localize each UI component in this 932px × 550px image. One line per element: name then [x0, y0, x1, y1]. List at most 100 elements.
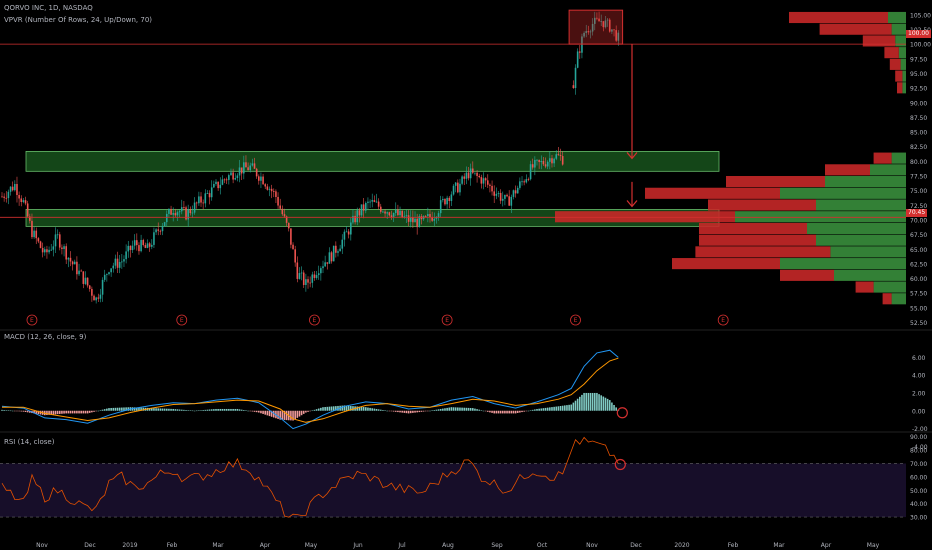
candle-body: [484, 178, 487, 181]
time-tick-label: 2020: [674, 542, 689, 549]
rsi-tick-label: 70.00: [910, 461, 927, 468]
candle-body: [386, 212, 388, 214]
macd-histogram-bar: [29, 410, 31, 413]
macd-histogram-bar: [61, 410, 63, 414]
candle-body: [437, 213, 440, 218]
macd-histogram-bar: [315, 409, 318, 411]
price-tick-label: 65.00: [910, 247, 927, 254]
price-tick-label: 57.50: [910, 291, 927, 298]
candle-body: [41, 247, 44, 253]
candle-body: [106, 274, 108, 275]
macd-histogram-bar: [362, 407, 365, 411]
candle-body: [324, 262, 326, 267]
candle-body: [467, 172, 470, 179]
macd-histogram-bar: [157, 408, 160, 411]
vp-down-bar: [708, 199, 816, 211]
earnings-marker: [441, 314, 453, 326]
macd-histogram-bar: [18, 410, 20, 412]
macd-histogram-bar: [258, 410, 260, 413]
candle-body: [356, 210, 359, 223]
candle-body: [454, 182, 457, 186]
vp-up-bar: [898, 47, 906, 59]
macd-histogram-bar: [243, 410, 245, 411]
candle-body: [591, 23, 594, 32]
candle-body: [418, 216, 421, 228]
vp-up-bar: [825, 176, 906, 188]
candle-body: [67, 257, 70, 260]
macd-histogram-bar: [88, 410, 91, 413]
candle-body: [213, 184, 215, 188]
macd-histogram-bar: [478, 409, 481, 411]
candle-body: [73, 261, 76, 265]
macd-histogram-bar: [392, 410, 395, 412]
macd-histogram-bar: [476, 409, 478, 411]
candle-body: [176, 212, 179, 216]
candle-body: [266, 186, 269, 190]
candle-body: [225, 179, 228, 181]
candle-body: [86, 277, 89, 286]
candle-body: [300, 272, 303, 274]
candle-body: [345, 231, 348, 233]
macd-histogram-bar: [206, 409, 209, 411]
macd-histogram-bar: [330, 406, 333, 411]
candle-body: [138, 245, 140, 252]
macd-histogram-bar: [564, 405, 566, 411]
candle-body: [215, 181, 217, 185]
candle-body: [97, 297, 100, 299]
macd-histogram-bar: [606, 398, 609, 411]
candle-body: [52, 246, 55, 250]
macd-histogram-bar: [35, 410, 38, 414]
macd-histogram-bar: [463, 407, 466, 411]
candle-body: [146, 243, 149, 248]
arrow-head: [626, 152, 638, 160]
macd-histogram-bar: [525, 410, 528, 412]
vp-down-bar: [645, 187, 780, 199]
candle-body: [596, 17, 598, 19]
macd-histogram-bar: [373, 408, 376, 411]
price-tick-label: 72.50: [910, 203, 927, 210]
candle-body: [401, 210, 403, 218]
vp-up-bar: [807, 222, 906, 235]
candle-body: [249, 165, 252, 171]
candle-body: [433, 218, 436, 221]
earnings-marker: [26, 314, 38, 326]
rsi-tick-label: 80.00: [910, 448, 927, 455]
candle-body: [262, 176, 264, 185]
earnings-letter: E: [445, 317, 449, 324]
macd-histogram-bar: [187, 410, 189, 411]
macd-histogram-bar: [9, 410, 12, 412]
macd-histogram-bar: [277, 410, 279, 419]
candle-body: [153, 232, 155, 245]
macd-histogram-bar: [140, 407, 142, 411]
candle-body: [39, 241, 42, 248]
macd-histogram-bar: [245, 410, 247, 411]
candle-body: [311, 274, 314, 283]
candle-body: [148, 243, 151, 247]
macd-histogram-bar: [350, 405, 352, 411]
candle-body: [407, 215, 410, 222]
macd-histogram-bar: [313, 409, 316, 411]
candle-body: [576, 51, 579, 68]
candle-body: [198, 196, 200, 204]
macd-histogram-bar: [386, 410, 388, 412]
earnings-marker: [176, 314, 188, 326]
macd-histogram-bar: [600, 395, 602, 411]
macd-histogram-bar: [480, 410, 483, 411]
macd-histogram-bar: [63, 410, 65, 414]
candle-body: [429, 214, 431, 218]
candle-body: [448, 197, 451, 201]
candle-body: [26, 203, 29, 217]
macd-histogram-bar: [589, 392, 592, 411]
macd-histogram-bar: [523, 410, 525, 412]
rsi-legend: RSI (14, close): [4, 438, 55, 446]
macd-histogram-bar: [341, 405, 344, 411]
candle-body: [69, 257, 72, 262]
macd-histogram-bar: [506, 410, 508, 414]
macd-histogram-bar: [409, 410, 412, 414]
macd-histogram-bar: [534, 409, 536, 411]
macd-histogram-bar: [559, 406, 562, 411]
macd-histogram-bar: [401, 410, 403, 413]
macd-histogram-bar: [369, 407, 371, 411]
macd-histogram-bar: [328, 406, 331, 411]
macd-histogram-bar: [73, 410, 76, 414]
